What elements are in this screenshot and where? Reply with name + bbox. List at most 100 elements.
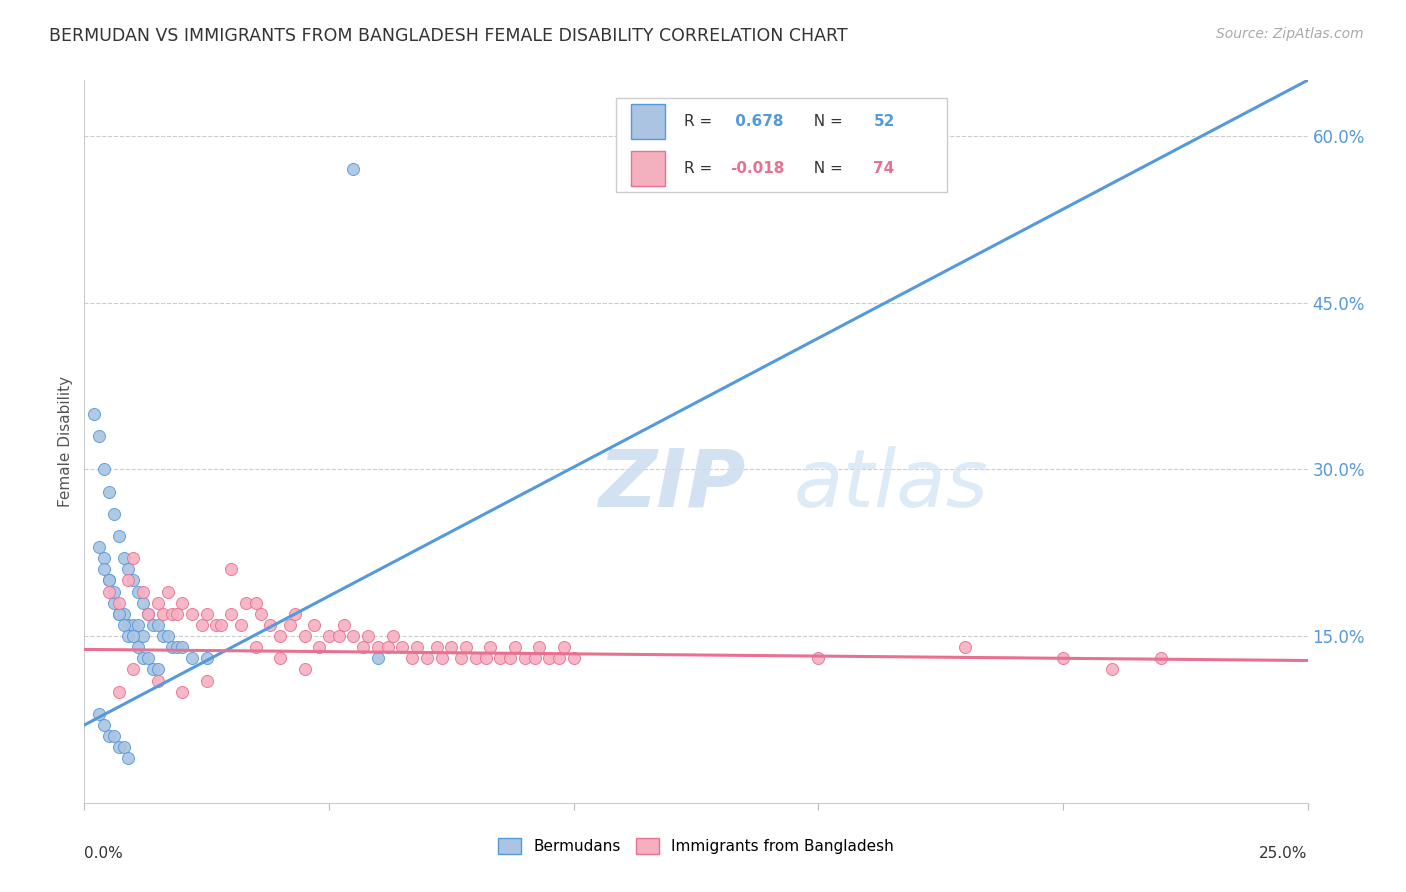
Point (548, 651, 571, 665)
Point (294, 662, 316, 676)
Point (538, 651, 561, 665)
Point (117, 618, 139, 632)
Text: N =: N = (804, 114, 848, 129)
Point (191, 618, 214, 632)
Point (107, 596, 129, 610)
Point (205, 618, 228, 632)
Point (122, 662, 145, 676)
Y-axis label: Female Disability: Female Disability (58, 376, 73, 508)
Point (381, 629, 404, 643)
Point (1150, 651, 1173, 665)
Point (562, 651, 585, 665)
Text: Source: ZipAtlas.com: Source: ZipAtlas.com (1216, 27, 1364, 41)
Point (117, 751, 139, 765)
Point (391, 640, 413, 655)
Point (162, 640, 184, 655)
Point (352, 640, 374, 655)
Point (229, 618, 252, 632)
Point (166, 640, 188, 655)
Point (127, 640, 149, 655)
Point (284, 607, 307, 621)
Point (235, 596, 257, 610)
Point (97, 584, 120, 599)
Point (278, 618, 301, 632)
Point (122, 574, 145, 588)
Text: 74: 74 (873, 161, 894, 177)
Point (181, 651, 204, 665)
Point (103, 507, 125, 521)
Text: R =: R = (683, 114, 717, 129)
Point (953, 640, 976, 655)
Point (107, 740, 129, 755)
Point (132, 584, 155, 599)
Point (172, 684, 194, 698)
Point (195, 673, 218, 688)
Point (83, 407, 105, 421)
Text: 0.0%: 0.0% (84, 847, 124, 861)
Point (454, 640, 477, 655)
Point (440, 640, 463, 655)
Point (132, 629, 155, 643)
Point (328, 629, 350, 643)
Point (464, 651, 486, 665)
Point (426, 640, 449, 655)
FancyBboxPatch shape (616, 98, 946, 193)
Point (103, 729, 125, 743)
Text: atlas: atlas (794, 446, 988, 524)
Point (93, 562, 115, 576)
Point (474, 651, 496, 665)
Point (479, 640, 502, 655)
Point (401, 651, 423, 665)
Point (107, 607, 129, 621)
Point (152, 607, 174, 621)
Point (97, 574, 120, 588)
Point (249, 607, 271, 621)
Point (503, 640, 526, 655)
Text: N =: N = (804, 161, 848, 177)
Point (318, 629, 340, 643)
Point (209, 618, 232, 632)
Point (112, 607, 135, 621)
Point (367, 651, 389, 665)
Point (377, 640, 399, 655)
Point (132, 596, 155, 610)
Text: 25.0%: 25.0% (1260, 847, 1308, 861)
Point (166, 607, 188, 621)
Point (499, 651, 522, 665)
Point (219, 607, 242, 621)
Point (132, 651, 155, 665)
Point (181, 607, 204, 621)
Point (146, 618, 169, 632)
Point (87, 540, 110, 554)
Point (112, 740, 135, 755)
Legend: Bermudans, Immigrants from Bangladesh: Bermudans, Immigrants from Bangladesh (492, 832, 900, 860)
Point (142, 662, 165, 676)
Point (87, 429, 110, 443)
Point (136, 607, 159, 621)
Point (122, 629, 145, 643)
Point (529, 640, 551, 655)
Point (146, 662, 169, 676)
Point (142, 618, 165, 632)
Point (406, 640, 429, 655)
Point (294, 629, 316, 643)
Point (172, 596, 194, 610)
Point (367, 640, 389, 655)
Point (195, 651, 218, 665)
Point (195, 607, 218, 621)
Point (523, 651, 546, 665)
Point (136, 607, 159, 621)
FancyBboxPatch shape (631, 152, 665, 186)
Point (357, 629, 380, 643)
Point (172, 640, 194, 655)
Point (97, 729, 120, 743)
Point (103, 584, 125, 599)
Point (117, 562, 139, 576)
Point (87, 706, 110, 721)
Text: 0.678: 0.678 (730, 114, 783, 129)
Point (93, 551, 115, 566)
Point (259, 618, 281, 632)
Point (342, 162, 364, 177)
Point (93, 462, 115, 476)
Point (122, 618, 145, 632)
